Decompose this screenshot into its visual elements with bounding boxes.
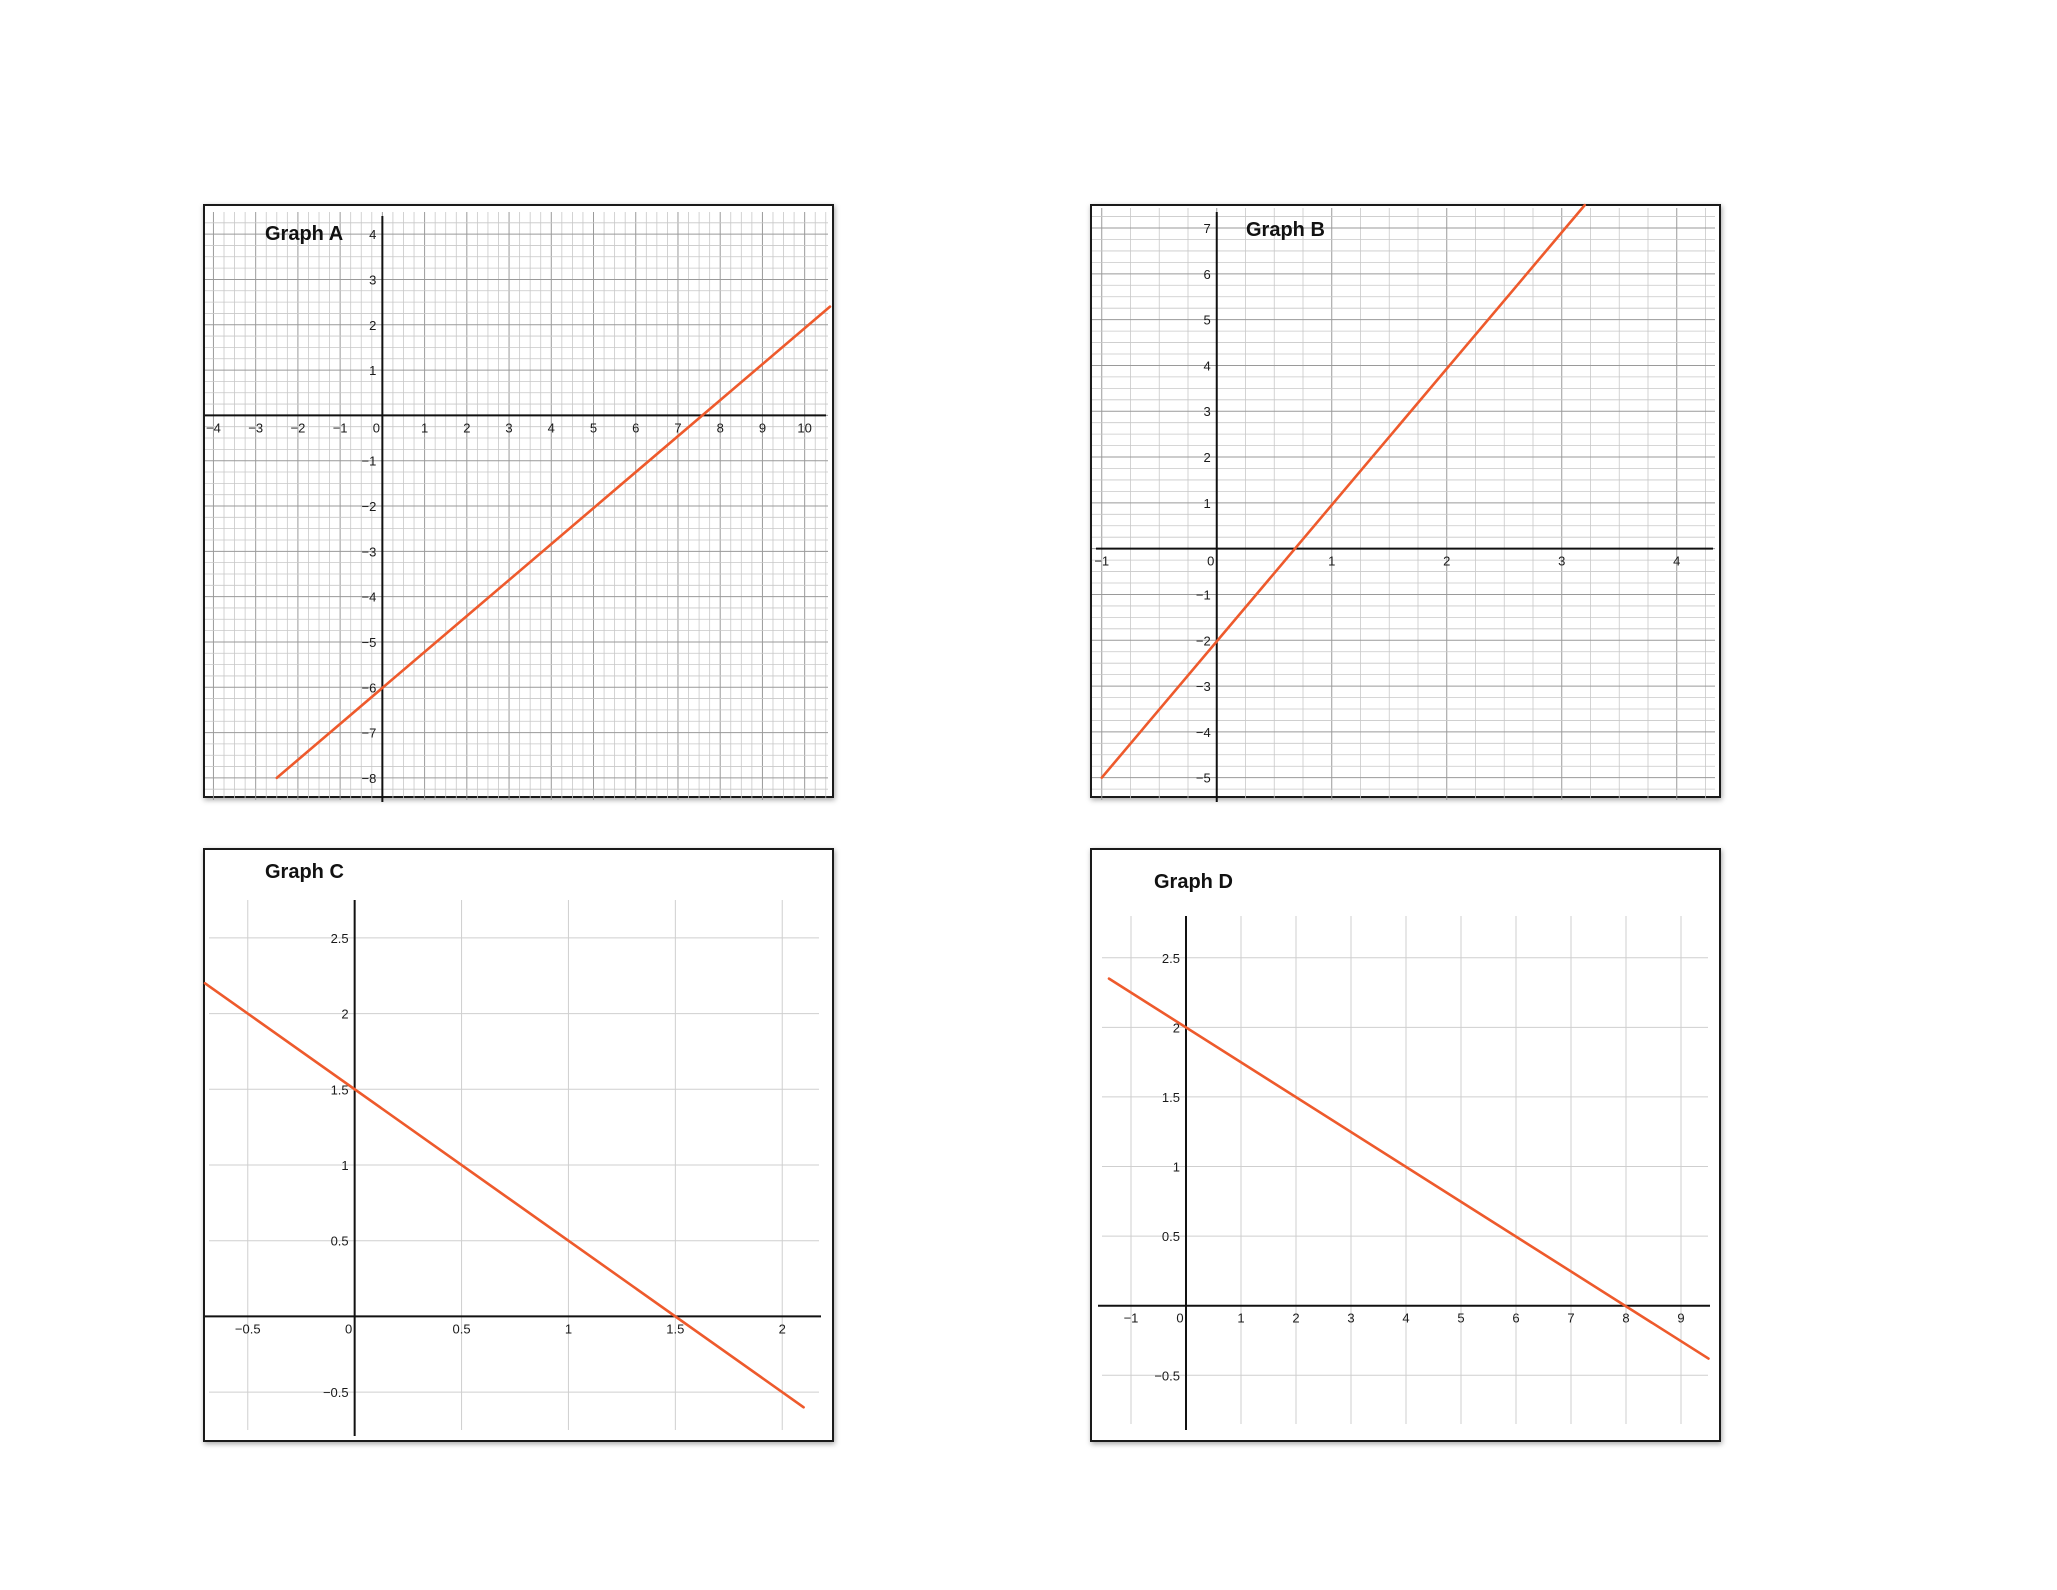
series-line-0 (1107, 977, 1710, 1360)
x-tick-label-1p5: 1.5 (666, 1321, 684, 1336)
x-tick-label-minus2: −2 (290, 420, 305, 435)
graph-b-panel: −1 0 1 2 3 4 7 6 5 4 3 2 1 −1 −2 −3 −4 −5 Graph B (1090, 203, 1721, 802)
y-tick-label-4: 4 (1204, 358, 1211, 373)
x-tick-label-5: 5 (590, 420, 597, 435)
x-tick-label-minus1: −1 (333, 420, 348, 435)
x-tick-label-10: 10 (797, 420, 811, 435)
x-tick-label-3: 3 (1347, 1311, 1354, 1326)
y-tick-label-minus0p5: −0.5 (323, 1385, 349, 1400)
y-tick-label-minus1: −1 (362, 454, 377, 469)
x-tick-label-1: 1 (421, 420, 428, 435)
y-tick-label-minus8: −8 (362, 771, 377, 786)
x-tick-label-3: 3 (505, 420, 512, 435)
y-tick-label-2: 2 (1204, 450, 1211, 465)
gridlines (1092, 208, 1715, 800)
x-tick-label-4: 4 (548, 420, 555, 435)
x-tick-label-minus1: −1 (1094, 554, 1109, 569)
chart-title: Graph D (1154, 871, 1233, 893)
y-tick-label-2p5: 2.5 (1162, 951, 1180, 966)
graph-c-chart: −0.5 0 0.5 1 1.5 2 2.5 2 1.5 1 0.5 −0.5 Graph C (203, 861, 821, 1436)
y-tick-label-2: 2 (369, 318, 376, 333)
x-tick-label-1: 1 (565, 1321, 572, 1336)
y-tick-label-minus3: −3 (362, 544, 377, 559)
x-tick-label-5: 5 (1457, 1311, 1464, 1326)
x-tick-label-1: 1 (1328, 554, 1335, 569)
y-tick-label-1: 1 (369, 363, 376, 378)
graph-d-chart: −1 0 1 2 3 4 5 6 7 8 9 2.5 2 1.5 1 0.5 −0.5 Graph D (1098, 871, 1710, 1430)
y-tick-label-1p5: 1.5 (1162, 1090, 1180, 1105)
y-tick-label-6: 6 (1204, 267, 1211, 282)
x-tick-label-8: 8 (717, 420, 724, 435)
series-line-0 (275, 305, 832, 780)
gridlines (209, 900, 819, 1430)
y-tick-label-2: 2 (341, 1007, 348, 1022)
y-tick-label-minus4: −4 (1196, 725, 1211, 740)
chart-title: Graph B (1246, 219, 1325, 241)
gridlines (205, 212, 828, 800)
x-tick-label-1: 1 (1237, 1311, 1244, 1326)
x-tick-label-0: 0 (1176, 1311, 1183, 1326)
graph-a-panel: −4 −3 −2 −1 0 1 2 3 4 5 6 7 8 9 10 4 3 2 1 −1 −2 −3 −4 −5 −6 −7 −8… (203, 204, 834, 802)
x-tick-label-minus3: −3 (248, 420, 263, 435)
graph-c-panel: −0.5 0 0.5 1 1.5 2 2.5 2 1.5 1 0.5 −0.5 Graph C (203, 848, 834, 1442)
x-tick-label-0: 0 (373, 420, 380, 435)
x-tick-label-2: 2 (1292, 1311, 1299, 1326)
y-tick-label-minus0p5: −0.5 (1154, 1368, 1180, 1383)
x-tick-label-minus4: −4 (206, 420, 221, 435)
y-tick-label-2: 2 (1173, 1020, 1180, 1035)
x-tick-label-4: 4 (1402, 1311, 1409, 1326)
graph-b-chart: −1 0 1 2 3 4 7 6 5 4 3 2 1 −1 −2 −3 −4 −5 Graph B (1092, 203, 1715, 802)
x-tick-label-2: 2 (779, 1321, 786, 1336)
y-tick-label-3: 3 (369, 272, 376, 287)
x-tick-label-9: 9 (759, 420, 766, 435)
y-tick-label-3: 3 (1204, 404, 1211, 419)
y-tick-label-1: 1 (1204, 496, 1211, 511)
chart-title: Graph A (265, 223, 343, 245)
chart-title: Graph C (265, 861, 344, 883)
x-tick-label-minus0p5: −0.5 (235, 1321, 261, 1336)
y-tick-label-0p5: 0.5 (1162, 1229, 1180, 1244)
x-tick-label-0: 0 (345, 1321, 352, 1336)
x-tick-label-0: 0 (1207, 554, 1214, 569)
x-tick-label-2: 2 (1443, 554, 1450, 569)
x-tick-label-4: 4 (1673, 554, 1680, 569)
series-line-0 (1100, 203, 1587, 779)
x-tick-label-0p5: 0.5 (453, 1321, 471, 1336)
graph-a-chart: −4 −3 −2 −1 0 1 2 3 4 5 6 7 8 9 10 4 3 2 1 −1 −2 −3 −4 −5 −6 −7 −8… (205, 212, 832, 802)
x-tick-label-minus1: −1 (1124, 1311, 1139, 1326)
y-tick-label-minus7: −7 (362, 726, 377, 741)
x-tick-label-6: 6 (632, 420, 639, 435)
y-tick-label-0p5: 0.5 (331, 1234, 349, 1249)
y-tick-label-minus2: −2 (362, 499, 377, 514)
x-tick-label-9: 9 (1677, 1311, 1684, 1326)
series-line-0 (203, 981, 805, 1409)
x-tick-label-3: 3 (1558, 554, 1565, 569)
y-tick-label-2p5: 2.5 (331, 931, 349, 946)
x-tick-label-2: 2 (463, 420, 470, 435)
graph-d-panel: −1 0 1 2 3 4 5 6 7 8 9 2.5 2 1.5 1 0.5 −0.5 Graph D (1090, 848, 1721, 1442)
y-tick-label-4: 4 (369, 227, 376, 242)
gridlines (1102, 916, 1708, 1424)
y-tick-label-1p5: 1.5 (331, 1082, 349, 1097)
y-tick-label-minus1: −1 (1196, 587, 1211, 602)
y-tick-label-minus5: −5 (362, 635, 377, 650)
x-tick-label-6: 6 (1512, 1311, 1519, 1326)
y-tick-label-7: 7 (1204, 221, 1211, 236)
y-tick-label-minus2: −2 (1196, 633, 1211, 648)
y-tick-label-5: 5 (1204, 313, 1211, 328)
y-tick-label-minus6: −6 (362, 680, 377, 695)
x-tick-label-8: 8 (1622, 1311, 1629, 1326)
y-tick-label-1: 1 (1173, 1160, 1180, 1175)
y-tick-label-minus3: −3 (1196, 679, 1211, 694)
x-tick-label-7: 7 (674, 420, 681, 435)
y-tick-label-1: 1 (341, 1158, 348, 1173)
y-tick-label-minus4: −4 (362, 590, 377, 605)
x-tick-label-7: 7 (1567, 1311, 1574, 1326)
y-tick-label-minus5: −5 (1196, 771, 1211, 786)
